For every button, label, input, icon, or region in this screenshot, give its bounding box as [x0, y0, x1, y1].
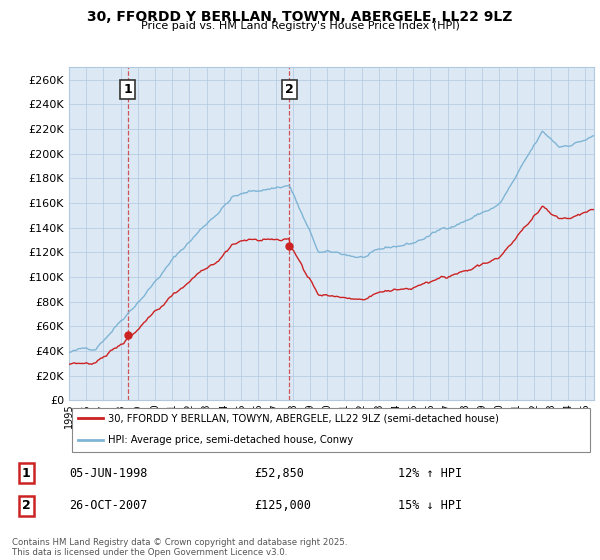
Text: HPI: Average price, semi-detached house, Conwy: HPI: Average price, semi-detached house,… — [109, 435, 353, 445]
Text: 15% ↓ HPI: 15% ↓ HPI — [398, 499, 462, 512]
Text: 1: 1 — [124, 83, 132, 96]
Text: 30, FFORDD Y BERLLAN, TOWYN, ABERGELE, LL22 9LZ: 30, FFORDD Y BERLLAN, TOWYN, ABERGELE, L… — [88, 10, 512, 24]
Text: 12% ↑ HPI: 12% ↑ HPI — [398, 467, 462, 480]
Text: Price paid vs. HM Land Registry's House Price Index (HPI): Price paid vs. HM Land Registry's House … — [140, 21, 460, 31]
Text: Contains HM Land Registry data © Crown copyright and database right 2025.
This d: Contains HM Land Registry data © Crown c… — [12, 538, 347, 557]
Text: 26-OCT-2007: 26-OCT-2007 — [70, 499, 148, 512]
Text: 30, FFORDD Y BERLLAN, TOWYN, ABERGELE, LL22 9LZ (semi-detached house): 30, FFORDD Y BERLLAN, TOWYN, ABERGELE, L… — [109, 413, 499, 423]
FancyBboxPatch shape — [71, 408, 590, 452]
Text: £125,000: £125,000 — [254, 499, 311, 512]
Text: 2: 2 — [22, 499, 31, 512]
Text: £52,850: £52,850 — [254, 467, 304, 480]
Text: 1: 1 — [22, 467, 31, 480]
Text: 2: 2 — [285, 83, 293, 96]
Text: 05-JUN-1998: 05-JUN-1998 — [70, 467, 148, 480]
